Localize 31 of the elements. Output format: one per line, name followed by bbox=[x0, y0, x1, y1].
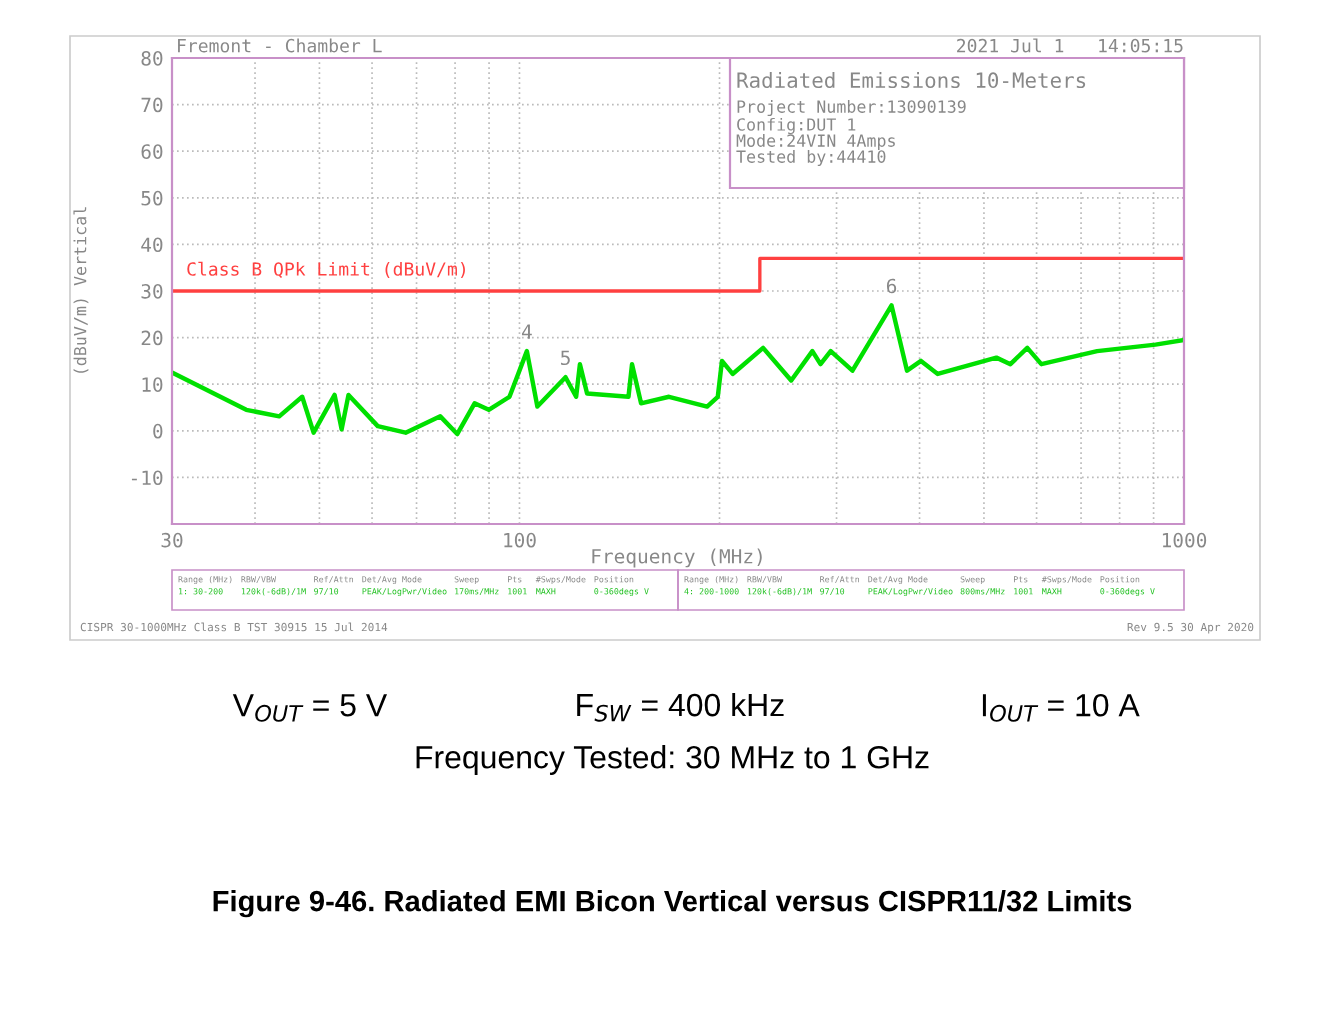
y-tick-label: 0 bbox=[153, 423, 163, 439]
annotation: 5 bbox=[561, 350, 570, 366]
annotation: Mode:24VIN 4Amps bbox=[736, 133, 895, 151]
text: 2021 Jul 1 14:05:15 bbox=[957, 38, 1183, 53]
annotation: Project Number:13090139 bbox=[737, 99, 966, 117]
annotation: Config:DUT 1 bbox=[737, 117, 856, 135]
y-tick-label: 60 bbox=[141, 144, 163, 159]
series-label: Class B QPk Limit (dBuV/m) bbox=[187, 261, 465, 278]
annotation: Tested by:44410 bbox=[736, 149, 886, 167]
text: I$_{OUT}$ = 10 A bbox=[982, 693, 1140, 722]
y-tick-label: 50 bbox=[141, 190, 163, 206]
text: V$_{OUT}$ = 5 V bbox=[232, 694, 388, 722]
x-tick-label: 100 bbox=[504, 532, 536, 548]
y-axis-title: (dBuV/m) Vertical bbox=[73, 207, 89, 373]
x-axis-title: Frequency (MHz) bbox=[592, 548, 762, 568]
y-tick-label: -10 bbox=[131, 470, 163, 486]
y-tick-label: 40 bbox=[141, 237, 163, 253]
annotation: 6 bbox=[886, 278, 897, 294]
annotation: 4 bbox=[521, 324, 532, 339]
text: Figure 9-46. Radiated EMI Bicon Vertical versus CISPR11/32 Limits bbox=[213, 890, 1132, 918]
y-tick-label: 70 bbox=[141, 97, 163, 113]
text: Fremont - Chamber L bbox=[178, 38, 382, 53]
y-tick-label: 20 bbox=[141, 330, 163, 346]
y-tick-label: 10 bbox=[142, 377, 163, 392]
text: Frequency Tested: 30 MHz to 1 GHz bbox=[416, 745, 929, 775]
x-tick-label: 1000 bbox=[1162, 532, 1207, 548]
x-tick-label: 30 bbox=[161, 532, 183, 548]
y-tick-label: 80 bbox=[141, 51, 163, 66]
y-tick-label: 30 bbox=[141, 284, 163, 299]
annotation: Radiated Emissions 10-Meters bbox=[737, 71, 1086, 89]
text: F$_{SW}$ = 400 kHz bbox=[577, 692, 784, 722]
